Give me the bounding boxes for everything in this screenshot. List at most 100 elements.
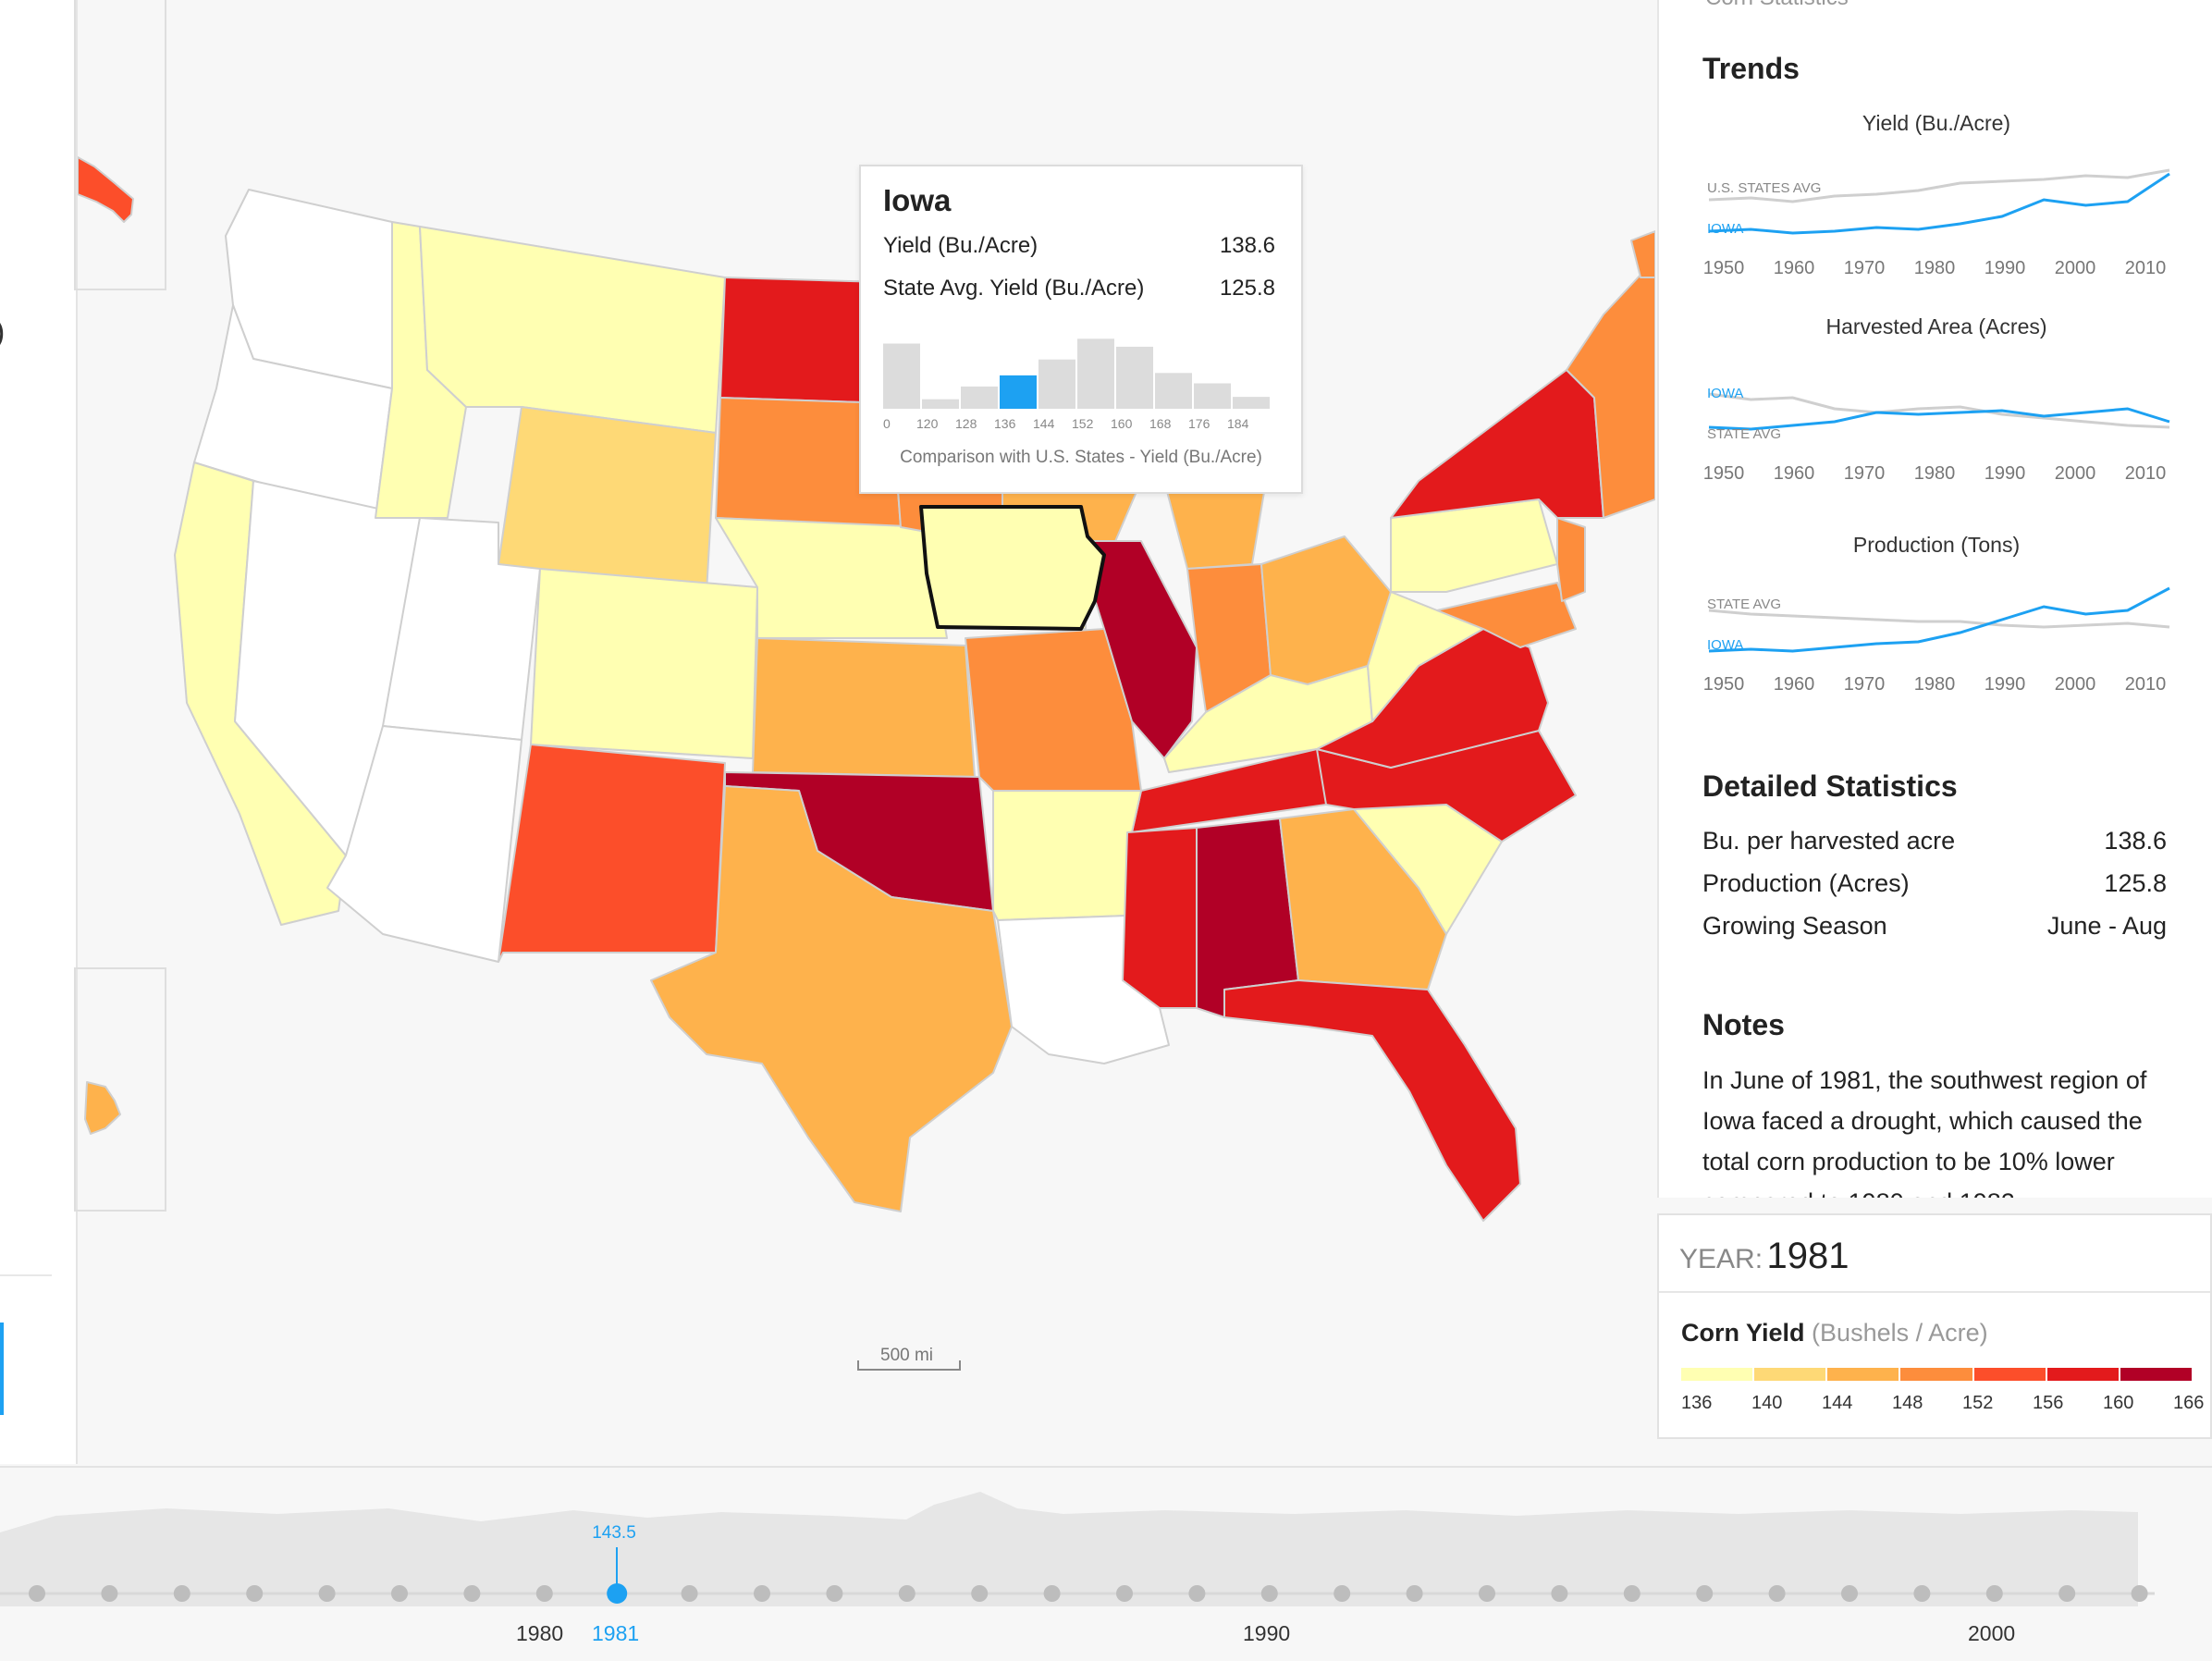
- sparkline-year-tick: 1950: [1703, 258, 1745, 278]
- histogram-tick-label: 176: [1188, 416, 1210, 431]
- histogram-tick-label: 144: [1033, 416, 1055, 431]
- timeline-year-dot[interactable]: [898, 1585, 916, 1602]
- histogram-bar: [961, 386, 998, 409]
- state-new-york: [1390, 369, 1604, 519]
- sparkline-state-series: [1708, 586, 2170, 653]
- map-area[interactable]: 500 mi Iowa Yield (Bu./Acre) 138.6 State…: [74, 0, 1655, 1464]
- timeline-year-dot[interactable]: [1116, 1585, 1133, 1602]
- legend-color-bin: [1827, 1368, 1899, 1381]
- legend-tick-label: 156: [2033, 1393, 2064, 1413]
- panel-accent-bar[interactable]: [0, 1323, 4, 1415]
- timeline-year-dot[interactable]: [826, 1585, 843, 1602]
- state-colorado: [530, 568, 758, 759]
- sparkline-year-tick: 1970: [1844, 674, 1886, 695]
- timeline-year-dot[interactable]: [1043, 1585, 1061, 1602]
- tooltip-title: Iowa: [883, 183, 952, 217]
- tooltip-row-value: 138.6: [1219, 233, 1275, 258]
- timeline-year-label: 1980: [516, 1621, 564, 1645]
- timeline-year-dot[interactable]: [391, 1585, 408, 1602]
- histogram-tick-label: 120: [916, 416, 939, 431]
- timeline-year-dot[interactable]: [754, 1585, 770, 1602]
- timeline-year-dot[interactable]: [1841, 1585, 1858, 1602]
- timeline-year-label: 2000: [1968, 1621, 2016, 1645]
- histogram-tick-label: 136: [994, 416, 1016, 431]
- sparkline-year-tick: 2000: [2055, 258, 2096, 278]
- legend-color-bin: [2046, 1368, 2119, 1381]
- sparkline-year-tick: 2010: [2125, 674, 2167, 695]
- legend-color-bin: [1973, 1368, 2046, 1381]
- state-montana: [419, 226, 726, 434]
- timeline-year-dot[interactable]: [1406, 1585, 1423, 1602]
- timeline-year-dot[interactable]: [2058, 1585, 2076, 1602]
- stat-label: Growing Season: [1702, 912, 1887, 940]
- scale-bar: 500 mi: [856, 1346, 962, 1373]
- timeline-track[interactable]: 143.5: [0, 1468, 2212, 1661]
- sparkline-year-tick: 1990: [1985, 674, 2026, 695]
- timeline-year-dot[interactable]: [1696, 1585, 1714, 1602]
- timeline-year-dot[interactable]: [1188, 1585, 1206, 1602]
- timeline-year-dot[interactable]: [1768, 1585, 1786, 1602]
- timeline-selected-year: 1981: [592, 1621, 640, 1645]
- legend-color-bin: [1681, 1368, 1753, 1381]
- timeline-year-dot[interactable]: [1333, 1585, 1351, 1602]
- timeline-year-dot[interactable]: [463, 1585, 481, 1602]
- state-iowa-selected: [919, 505, 1106, 631]
- legend-title: Corn Yield (Bushels / Acre): [1681, 1319, 1988, 1347]
- timeline-year-dot[interactable]: [246, 1585, 264, 1602]
- timeline-year-dot[interactable]: [29, 1585, 45, 1602]
- sparkline-avg-series: [1708, 168, 2170, 203]
- sparkline-harvested-area: IOWA STATE AVG 1950 1960 1970 1980 1990 2000 201…: [1703, 386, 2170, 484]
- timeline-year-dot[interactable]: [2131, 1585, 2148, 1602]
- year-label: YEAR:: [1679, 1244, 1763, 1274]
- notes-scroll[interactable]: In June of 1981, the southwest region of…: [1659, 1060, 2212, 1198]
- sparkline-year-tick: 1990: [1985, 463, 2026, 484]
- timeline-year-dot[interactable]: [173, 1585, 190, 1602]
- timeline-year-dot[interactable]: [535, 1585, 553, 1602]
- state-maryland: [1436, 582, 1577, 648]
- legend-color-bin: [2120, 1368, 2192, 1381]
- timeline-year-dot[interactable]: [1479, 1585, 1495, 1602]
- stat-label: Production (Acres): [1702, 869, 1910, 897]
- legend-tick-label: 166: [2173, 1393, 2205, 1413]
- histogram-bar: [1038, 359, 1075, 409]
- timeline-year-dot[interactable]: [101, 1585, 118, 1602]
- sparkline-year-tick: 2010: [2125, 258, 2167, 278]
- histogram-bar: [1155, 373, 1192, 409]
- sparkline-state-series: [1708, 407, 2170, 431]
- scale-label: 500 mi: [880, 1346, 934, 1365]
- sparkline-year-tick: 1990: [1985, 258, 2026, 278]
- histogram-bar: [1194, 383, 1231, 409]
- timeline-year-dot[interactable]: [1623, 1585, 1641, 1602]
- histogram-tick-label: 184: [1227, 416, 1249, 431]
- sparkline-year-tick: 2000: [2055, 463, 2096, 484]
- timeline-year-dot[interactable]: [971, 1585, 989, 1602]
- stat-row: Growing Season June - Aug: [1702, 912, 2167, 941]
- state-kansas: [752, 637, 976, 778]
- sparkline-year-tick: 1970: [1844, 258, 1886, 278]
- timeline-year-dot[interactable]: [681, 1585, 698, 1602]
- timeline-year-dot[interactable]: [1985, 1585, 2003, 1602]
- state-maine: [1630, 230, 1655, 278]
- clipped-text: ): [0, 314, 5, 351]
- timeline-year-dot[interactable]: [1551, 1585, 1568, 1602]
- timeline-year-dot[interactable]: [1260, 1585, 1278, 1602]
- spark-title-production: Production (Tons): [1852, 533, 2021, 557]
- histogram-bar: [1077, 338, 1114, 409]
- timeline-selected-dot[interactable]: [607, 1583, 628, 1604]
- sparkline-year-tick: 1960: [1774, 674, 1815, 695]
- sparkline-label-bottom: IOWA: [1707, 637, 1743, 653]
- histogram-tick-label: 152: [1072, 416, 1094, 431]
- sparkline-year-tick: 1960: [1774, 258, 1815, 278]
- spark-title-area: Harvested Area (Acres): [1825, 314, 2047, 338]
- histogram-bar: [1116, 346, 1153, 409]
- timeline-year-dot[interactable]: [1913, 1585, 1931, 1602]
- sparkline-label-top: U.S. STATES AVG: [1707, 180, 1821, 196]
- sparkline-avg-series: [1708, 609, 2170, 629]
- legend-divider: [1659, 1291, 2210, 1293]
- timeline[interactable]: 143.5 1980 1981 1990 2000: [0, 1466, 2212, 1661]
- histogram-tick-label: 160: [1111, 416, 1133, 431]
- state-mississippi: [1122, 827, 1198, 1009]
- legend-tick-label: 136: [1681, 1393, 1713, 1413]
- timeline-year-dot[interactable]: [318, 1585, 336, 1602]
- legend-tick-label: 148: [1892, 1393, 1923, 1413]
